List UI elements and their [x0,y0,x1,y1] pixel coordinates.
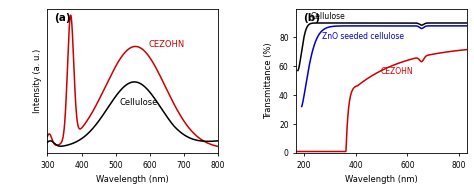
Y-axis label: Transmittance (%): Transmittance (%) [264,42,273,119]
Text: Cellulose: Cellulose [119,98,157,107]
Text: CEZOHN: CEZOHN [380,66,413,76]
Text: (a): (a) [54,13,71,23]
Text: Cellulose: Cellulose [310,12,346,21]
X-axis label: Wavelength (nm): Wavelength (nm) [345,175,418,184]
Y-axis label: Intensity (a. u.): Intensity (a. u.) [33,49,42,113]
X-axis label: Wavelength (nm): Wavelength (nm) [96,175,169,184]
Text: (b): (b) [303,13,320,23]
Text: CEZOHN: CEZOHN [148,40,184,49]
Text: ZnO seeded cellulose: ZnO seeded cellulose [322,32,404,41]
